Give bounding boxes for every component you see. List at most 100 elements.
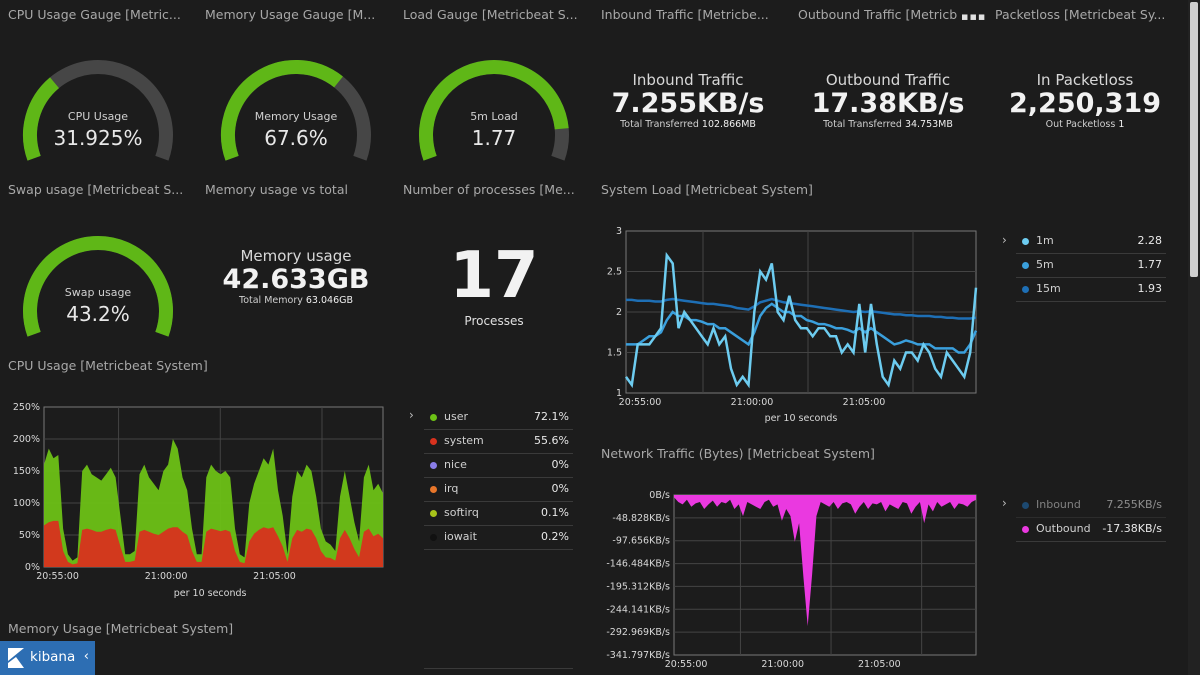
legend-label: 1m [1036,234,1054,247]
network-y-tick: -195.312KB/s [606,581,670,592]
cpu-y-tick: 200% [13,434,40,445]
system-load-legend-toggle-icon[interactable]: › [1002,233,1007,247]
network-y-tick: -244.141KB/s [606,604,670,615]
cpu-y-tick: 100% [13,498,40,509]
load-gauge: 5m Load 1.77 [414,50,574,165]
cpu-y-tick: 0% [25,562,40,573]
processes-label: Processes [464,314,524,328]
memory-vs-total-title: Memory usage vs total [205,182,348,197]
inbound-metric: Inbound Traffic 7.255KB/s Total Transfer… [598,71,778,130]
packetloss-metric-title: In Packetloss [1036,71,1134,89]
panel-options-icon[interactable]: ▪▪▪ [961,10,987,23]
cpu-gauge-label: CPU Usage [67,110,129,123]
memory-usage-chart-title: Memory Usage [Metricbeat System] [8,621,234,636]
legend-label: nice [444,458,467,471]
outbound-traffic-title: Outbound Traffic [Metricb... [798,7,958,22]
cpu-usage-legend: user 72.1% system 55.6% nice 0% irq 0% softirq 0.… [424,406,573,550]
legend-swatch [1022,502,1029,509]
legend-value: 0.2% [541,530,569,543]
cpu-gauge: CPU Usage 31.925% [18,50,178,165]
legend-label: Outbound [1036,522,1091,535]
legend-label: user [444,410,468,423]
page-scrollbar[interactable] [1188,0,1200,675]
system-load-y-tick: 2 [616,307,622,318]
legend-swatch [1022,238,1029,245]
outbound-sub-label: Total Transferred [823,119,902,130]
collapse-nav-icon[interactable]: ‹ [83,649,89,664]
memory-total-sub-value: 63.046GB [305,295,353,306]
swap-gauge-arc [23,236,173,337]
legend-value: 55.6% [534,434,569,447]
cpu-legend-item[interactable]: system 55.6% [424,430,573,454]
scrollbar-thumb[interactable] [1190,2,1198,277]
cpu-y-tick: 150% [13,466,40,477]
legend-label: 15m [1036,282,1061,295]
network-legend-item[interactable]: Outbound -17.38KB/s [1016,518,1166,542]
legend-value: 0% [551,458,569,471]
network-x-tick: 21:00:00 [761,659,804,670]
system-load-x-tick: 21:05:00 [843,397,886,408]
memory-gauge-value: 67.6% [264,126,328,150]
legend-swatch [430,486,437,493]
series-15m-line [626,297,977,320]
network-traffic-legend: Inbound 7.255KB/s Outbound -17.38KB/s [1016,494,1166,542]
cpu-legend-item[interactable]: nice 0% [424,454,573,478]
cpu-legend-item[interactable]: softirq 0.1% [424,502,573,526]
cpu-legend-toggle-icon[interactable]: › [409,408,414,422]
cpu-x-tick: 21:05:00 [253,571,296,582]
system-load-x-label: per 10 seconds [765,413,838,424]
memory-gauge-title: Memory Usage Gauge [M... [205,7,376,22]
system-load-legend-item[interactable]: 15m 1.93 [1016,278,1166,302]
system-load-legend-item[interactable]: 1m 2.28 [1016,230,1166,254]
legend-value: 2.28 [1137,234,1163,247]
legend-value: 0.1% [541,506,569,519]
network-legend-item[interactable]: Inbound 7.255KB/s [1016,494,1166,518]
legend-label: softirq [444,506,479,519]
outbound-sub-value: 34.753MB [904,119,953,130]
legend-swatch [430,438,437,445]
load-gauge-label: 5m Load [470,110,518,123]
cpu-legend-item[interactable]: irq 0% [424,478,573,502]
packetloss-metric-value: 2,250,319 [1008,88,1162,119]
inbound-traffic-title: Inbound Traffic [Metricbe... [601,7,769,22]
cpu-y-tick: 50% [19,530,40,541]
memory-legend-divider [424,668,573,669]
cpu-legend-item[interactable]: iowait 0.2% [424,526,573,550]
legend-value: 1.93 [1137,282,1163,295]
outbound-metric-title: Outbound Traffic [825,71,951,89]
system-load-chart: 1 1.5 2 2.5 3 20:55:00 21:00:00 21:05:00 per 10 … [607,226,978,424]
network-x-tick: 20:55:00 [665,659,708,670]
swap-gauge: Swap usage 43.2% [18,226,178,341]
system-load-y-tick: 2.5 [607,267,622,278]
memory-gauge-label: Memory Usage [254,110,338,123]
network-traffic-chart: -341.797KB/s -292.969KB/s -244.141KB/s -195… [606,490,977,670]
cpu-x-tick: 20:55:00 [36,571,79,582]
system-load-legend-item[interactable]: 5m 1.77 [1016,254,1166,278]
packetloss-sub-value: 1 [1118,119,1125,130]
network-legend-toggle-icon[interactable]: › [1002,496,1007,510]
inbound-sub-value: 102.866MB [701,119,756,130]
cpu-legend-item[interactable]: user 72.1% [424,406,573,430]
system-load-x-tick: 21:00:00 [731,397,774,408]
kibana-logo-icon [8,648,24,668]
load-gauge-arc [419,60,569,161]
network-plot-border [673,494,977,656]
inbound-metric-title: Inbound Traffic [632,71,744,89]
series-1m-line [624,251,978,389]
processes-count: 17 [449,239,539,313]
legend-label: 5m [1036,258,1054,271]
network-x-tick: 21:05:00 [858,659,901,670]
memory-total-metric-value: 42.633GB [222,264,370,295]
legend-swatch [1022,262,1029,269]
legend-value: 1.77 [1137,258,1163,271]
legend-swatch [430,510,437,517]
series-system-area [44,520,383,567]
network-traffic-title: Network Traffic (Bytes) [Metricbeat Syst… [601,446,875,461]
swap-usage-title: Swap usage [Metricbeat S... [8,182,184,197]
legend-value: 72.1% [534,410,569,423]
packetloss-title: Packetloss [Metricbeat Sy... [995,7,1166,22]
swap-gauge-value: 43.2% [66,302,130,326]
network-y-tick: -341.797KB/s [606,650,670,661]
kibana-nav[interactable]: kibana ‹ [0,641,95,675]
legend-value: -17.38KB/s [1102,522,1162,535]
